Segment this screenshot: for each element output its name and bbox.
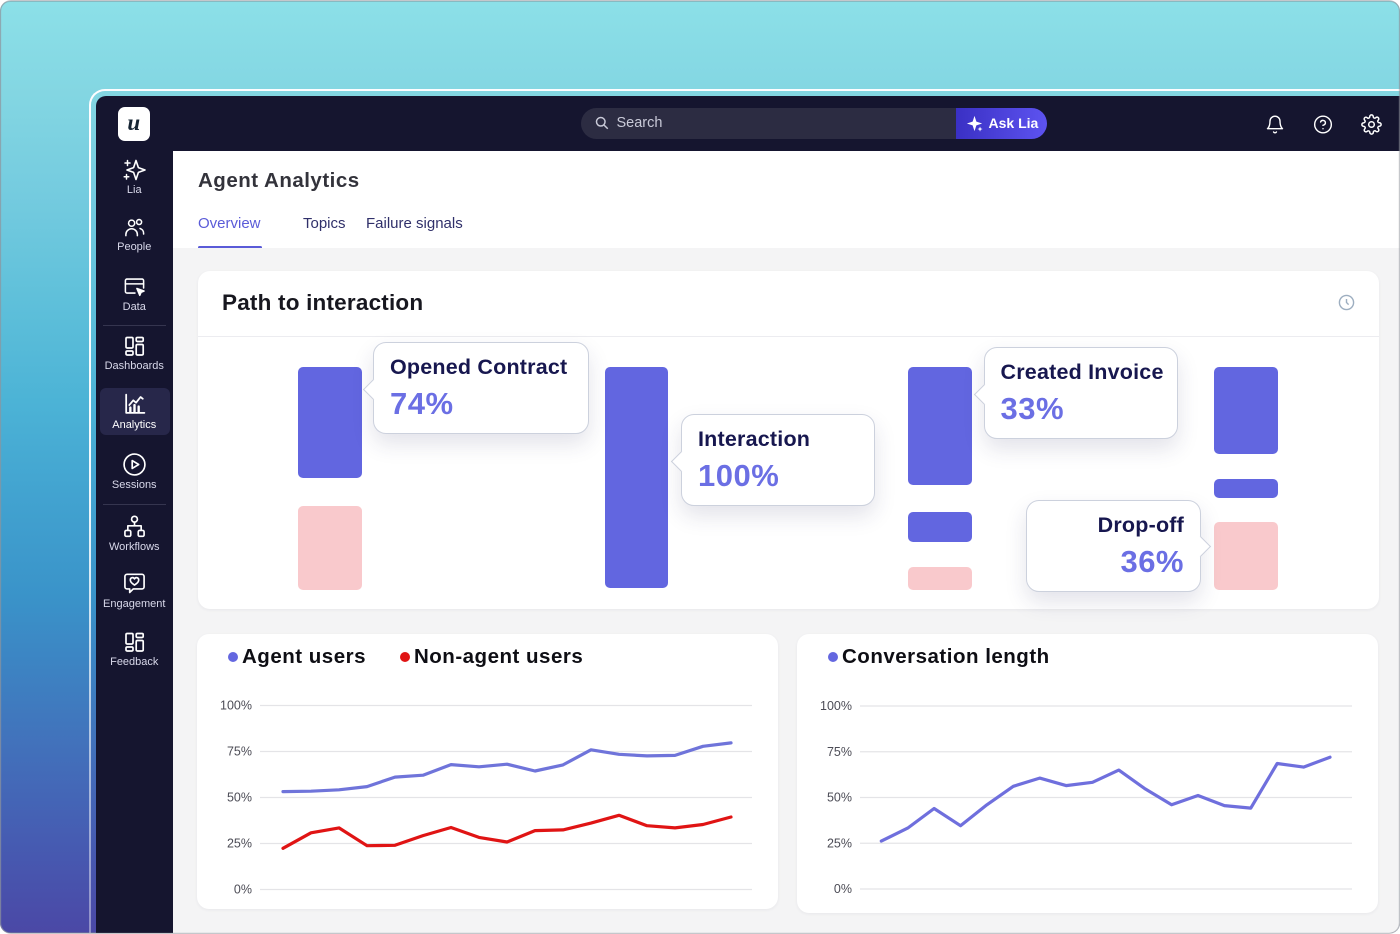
svg-text:50%: 50% — [827, 791, 852, 805]
svg-text:75%: 75% — [827, 745, 852, 759]
svg-text:0%: 0% — [234, 883, 252, 897]
svg-text:100%: 100% — [820, 699, 852, 713]
svg-text:25%: 25% — [227, 837, 252, 851]
svg-text:75%: 75% — [227, 745, 252, 759]
svg-text:0%: 0% — [834, 882, 852, 896]
svg-text:100%: 100% — [220, 699, 252, 713]
svg-text:50%: 50% — [227, 791, 252, 805]
svg-text:25%: 25% — [827, 836, 852, 850]
